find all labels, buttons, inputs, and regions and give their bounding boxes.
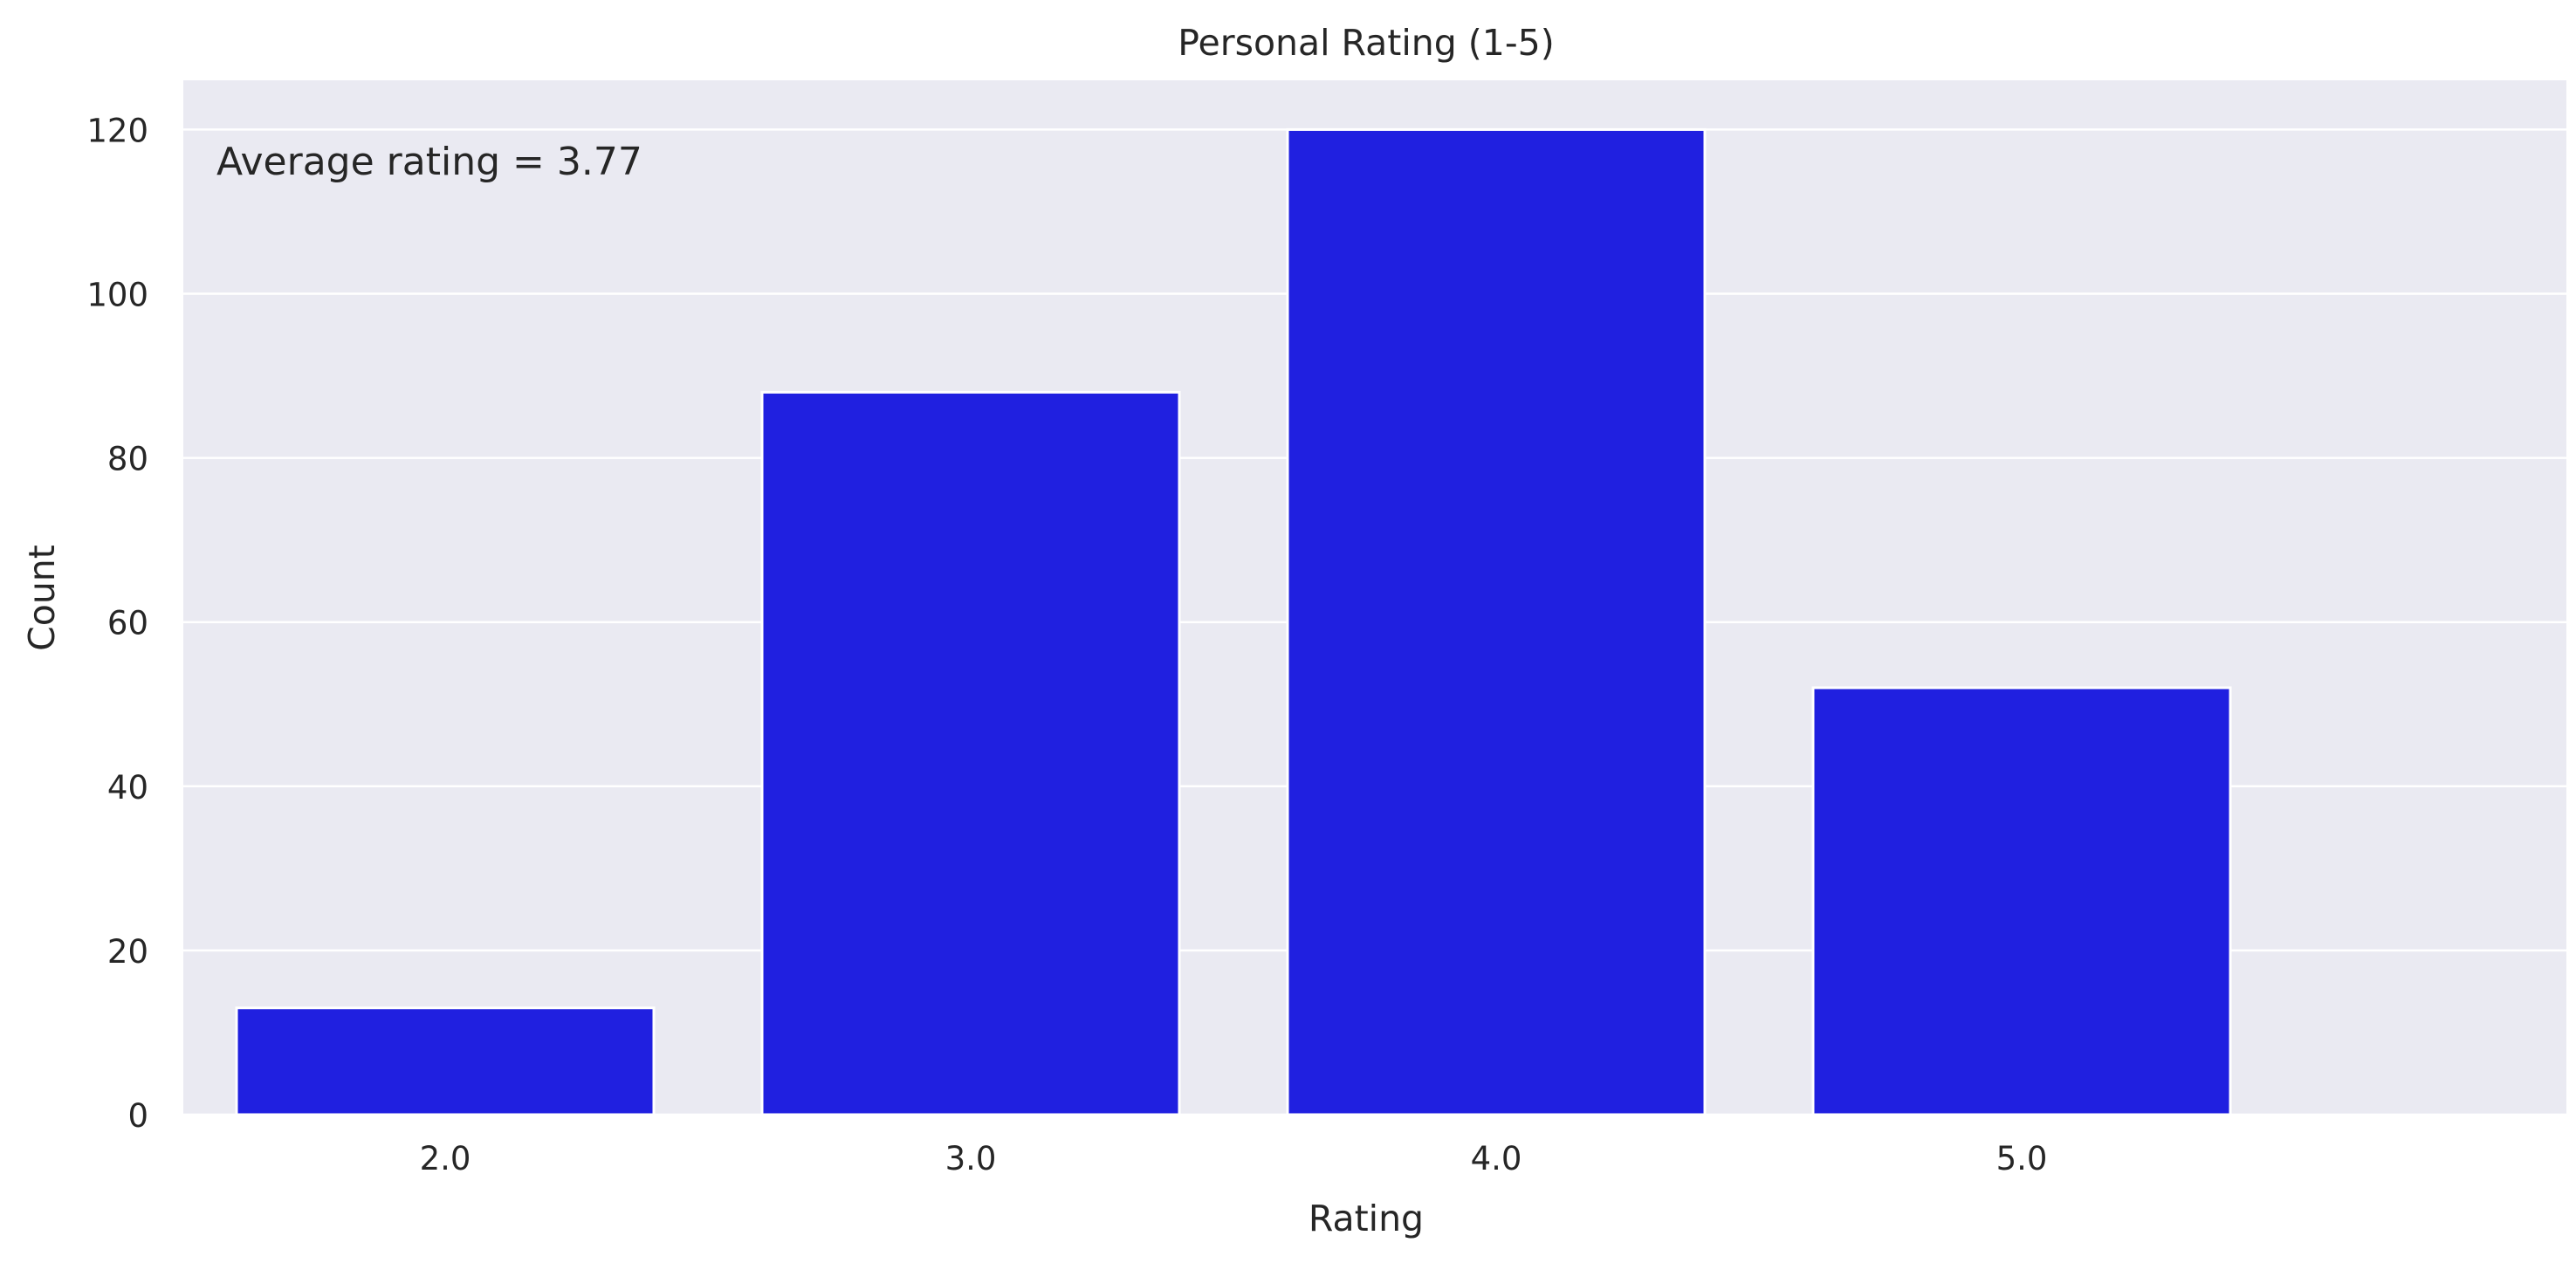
x-tick-label: 2.0	[420, 1140, 471, 1177]
y-tick-label: 80	[107, 441, 148, 478]
y-tick-label: 100	[86, 277, 148, 314]
y-tick-labels: 0 20 40 60 80 100 120	[86, 112, 148, 1135]
x-tick-labels: 2.0 3.0 4.0 5.0	[420, 1140, 2048, 1177]
bars	[235, 127, 2232, 1116]
x-axis-label: Rating	[1309, 1198, 1424, 1239]
bar-3.0	[760, 390, 1181, 1116]
x-tick-label: 4.0	[1471, 1140, 1522, 1177]
y-tick-label: 0	[127, 1097, 148, 1135]
y-tick-label: 40	[107, 769, 148, 807]
y-tick-label: 20	[107, 933, 148, 971]
y-axis-label: Count	[21, 545, 63, 651]
bar-2.0	[235, 1006, 656, 1116]
x-tick-label: 3.0	[945, 1140, 997, 1177]
x-tick-label: 5.0	[1996, 1140, 2048, 1177]
bar-5.0	[1811, 686, 2232, 1116]
annotation-text: Average rating = 3.77	[216, 140, 642, 184]
bar-4.0	[1286, 127, 1707, 1116]
y-tick-label: 60	[107, 605, 148, 642]
y-tick-label: 120	[86, 112, 148, 149]
chart-title: Personal Rating (1-5)	[1178, 22, 1555, 64]
